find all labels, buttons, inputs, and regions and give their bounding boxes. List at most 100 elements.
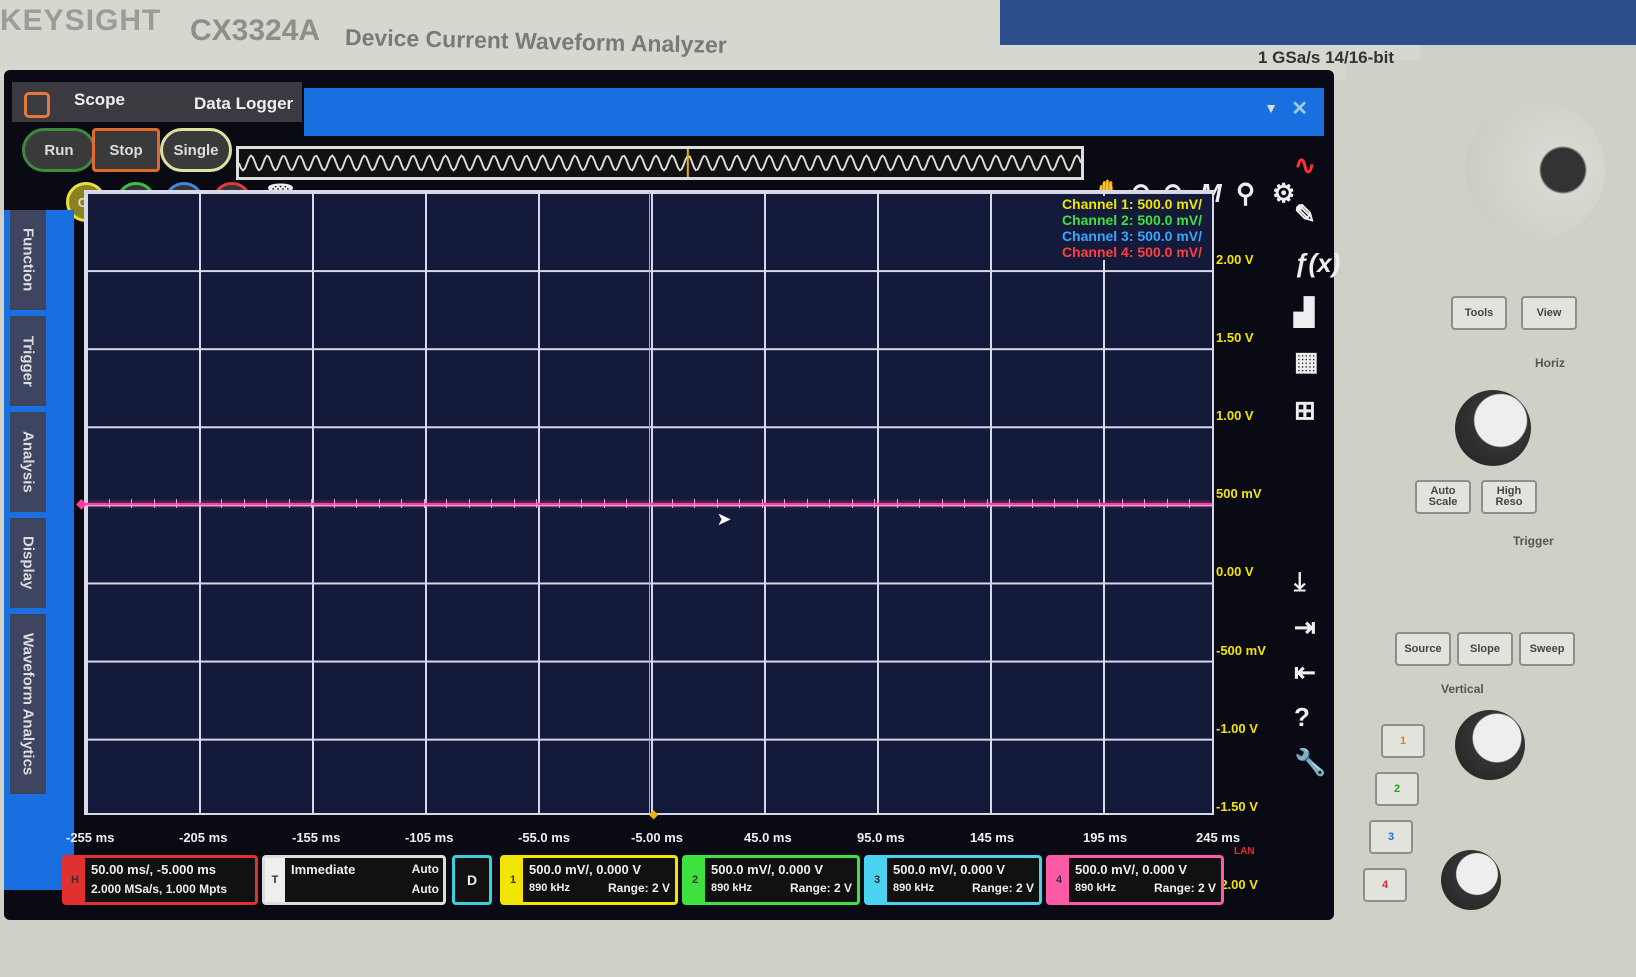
legend-channel-4: Channel 4: 500.0 mV/ — [1061, 244, 1202, 260]
slope-button[interactable]: Slope — [1457, 632, 1513, 666]
instrument-spec: 1 GSa/s 14/16-bit — [1258, 48, 1395, 67]
probe-icon[interactable]: ✎ — [1294, 199, 1316, 229]
export-icon[interactable]: ⇤ — [1294, 657, 1316, 687]
x-tick-label: -55.0 ms — [518, 830, 571, 845]
trace-tick — [806, 498, 808, 508]
trace-tick — [761, 498, 763, 508]
measurement-table-icon[interactable]: ⊞ — [1294, 395, 1316, 425]
side-tab-display[interactable]: Display — [10, 518, 46, 608]
trace-tick — [558, 498, 560, 508]
download-icon[interactable]: ⤓ — [1294, 566, 1306, 596]
histogram-icon[interactable]: ▟ — [1294, 297, 1314, 327]
trigger-status[interactable]: T Immediate Auto Auto — [262, 855, 446, 905]
trace-tick — [1031, 498, 1033, 508]
trace-tick — [401, 498, 403, 508]
vertical-section-label: Vertical — [1441, 682, 1484, 696]
help-icon[interactable]: ? — [1294, 702, 1310, 732]
x-tick-label: -205 ms — [179, 830, 228, 845]
trace-tick — [311, 498, 313, 508]
tab-scope[interactable]: Scope — [74, 90, 126, 109]
channel-4-status[interactable]: 4 500.0 mV/, 0.000 V 890 kHz Range: 2 V — [1046, 855, 1224, 905]
timebase-value: 50.00 ms/, -5.000 ms — [91, 862, 217, 877]
x-tick-label: 95.0 ms — [857, 830, 905, 845]
trigger-sweep-2: Auto — [411, 882, 439, 896]
marker-icon[interactable]: ⚲ — [1236, 178, 1256, 208]
trace-tick — [1144, 498, 1146, 508]
side-tab-function[interactable]: Function — [10, 210, 46, 310]
x-tick-label: -105 ms — [405, 830, 454, 845]
trace-tick — [919, 498, 921, 508]
tab-data-logger[interactable]: Data Logger — [194, 94, 294, 113]
side-tab-analysis[interactable]: Analysis — [10, 412, 46, 512]
y-tick-label: -500 mV — [1216, 642, 1266, 658]
single-button[interactable]: Single — [160, 128, 232, 172]
horizontal-scale-knob[interactable] — [1455, 390, 1531, 466]
stop-button[interactable]: Stop — [92, 128, 160, 172]
channel-4-ground-marker-icon[interactable]: ◆ — [76, 494, 87, 511]
legend-channel-3: Channel 3: 500.0 mV/ — [1061, 228, 1202, 244]
background-bench — [1000, 0, 1636, 45]
trace-tick — [468, 498, 470, 508]
trace-tick — [671, 498, 673, 508]
waveform-overview[interactable] — [236, 146, 1084, 180]
overview-waveform — [238, 149, 1082, 177]
trace-tick — [513, 498, 515, 508]
x-tick-label: 145 ms — [970, 830, 1015, 845]
trace-tick — [694, 498, 696, 508]
vertical-channel-4-button[interactable]: 4 — [1363, 868, 1407, 902]
digital-button[interactable]: D — [452, 855, 492, 905]
trace-tick — [941, 498, 943, 508]
layout-icon[interactable]: ▦ — [1294, 346, 1319, 376]
trace-tick — [378, 498, 380, 508]
high-reso-button[interactable]: High Reso — [1481, 480, 1537, 514]
gear-icon[interactable]: ⚙ — [1272, 178, 1296, 208]
trace-tick — [1121, 498, 1123, 508]
channel-bandwidth: 890 kHz — [529, 882, 570, 894]
sweep-button[interactable]: Sweep — [1519, 632, 1575, 666]
source-button[interactable]: Source — [1395, 632, 1451, 666]
trace-tick — [491, 498, 493, 508]
wrench-icon[interactable]: 🔧 — [1294, 747, 1327, 777]
x-tick-label: -155 ms — [292, 830, 341, 845]
channel-1-status[interactable]: 1 500.0 mV/, 0.000 V 890 kHz Range: 2 V — [500, 855, 678, 905]
y-tick-label: 2.00 V — [1216, 252, 1254, 267]
vertical-channel-1-button[interactable]: 1 — [1381, 724, 1425, 758]
trace-tick — [626, 498, 628, 508]
channel-tag: 3 — [867, 858, 887, 902]
vertical-offset-knob[interactable] — [1441, 850, 1501, 910]
side-tab-trigger[interactable]: Trigger — [10, 316, 46, 406]
trace-tick — [851, 498, 853, 508]
channel-range: Range: 2 V — [971, 881, 1034, 895]
import-icon[interactable]: ⇥ — [1294, 612, 1316, 642]
tools-button[interactable]: Tools — [1451, 296, 1507, 330]
close-icon[interactable]: ✕ — [1291, 98, 1308, 120]
mouse-cursor-icon: ➤ — [716, 508, 732, 529]
function-icon[interactable]: ƒ(x) — [1294, 248, 1341, 278]
legend-channel-1: Channel 1: 500.0 mV/ — [1061, 196, 1202, 212]
trace-tick — [784, 498, 786, 508]
legend-channel-2: Channel 2: 500.0 mV/ — [1061, 212, 1202, 228]
channel-2-status[interactable]: 2 500.0 mV/, 0.000 V 890 kHz Range: 2 V — [682, 855, 860, 905]
channel-range: Range: 2 V — [1153, 881, 1216, 895]
vertical-channel-3-button[interactable]: 3 — [1369, 820, 1413, 854]
channel-scale-offset: 500.0 mV/, 0.000 V — [711, 862, 824, 877]
side-tab-waveform-analytics[interactable]: Waveform Analytics — [10, 614, 46, 794]
navigation-wheel[interactable] — [1465, 100, 1605, 240]
trigger-position-marker-icon[interactable]: ◆ — [649, 807, 659, 821]
waveform-plot[interactable]: ◆ ◆ ➤ Channel 1: 500.0 mV/ Channel 2: 50… — [76, 190, 1214, 821]
view-button[interactable]: View — [1521, 296, 1577, 330]
horizontal-status[interactable]: H 50.00 ms/, -5.000 ms 2.000 MSa/s, 1.00… — [62, 855, 258, 905]
trace-tick — [266, 498, 268, 508]
title-bar: ▼ ✕ — [304, 88, 1324, 136]
vertical-channel-2-button[interactable]: 2 — [1375, 772, 1419, 806]
run-button[interactable]: Run — [22, 128, 96, 172]
trace-tick — [131, 498, 133, 508]
app-logo-icon — [24, 92, 50, 118]
keysight-wave-icon[interactable]: ∿ — [1294, 150, 1316, 180]
vertical-scale-knob[interactable] — [1455, 710, 1525, 780]
channel-3-status[interactable]: 3 500.0 mV/, 0.000 V 890 kHz Range: 2 V — [864, 855, 1042, 905]
dropdown-icon[interactable]: ▼ — [1264, 100, 1278, 116]
y-tick-label: -1.00 V — [1216, 720, 1258, 736]
trigger-section-label: Trigger — [1513, 534, 1554, 548]
auto-scale-button[interactable]: Auto Scale — [1415, 480, 1471, 514]
